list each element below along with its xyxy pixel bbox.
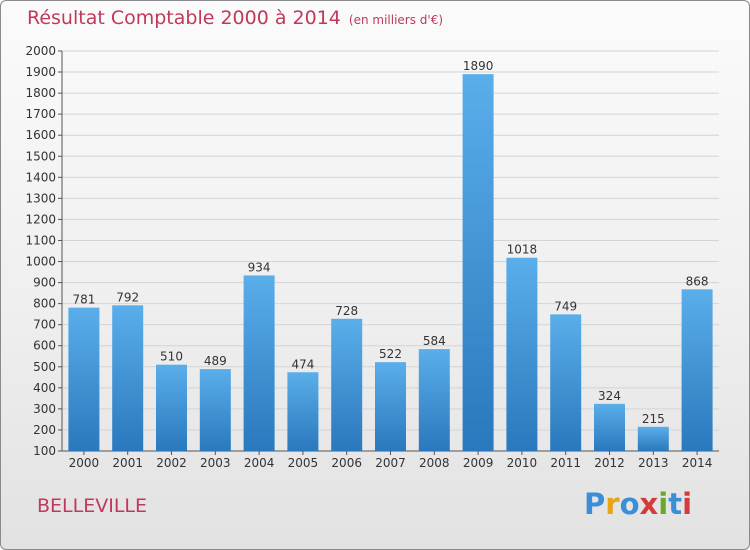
- x-tick-label: 2000: [69, 456, 100, 470]
- data-label-2012: 324: [598, 389, 621, 403]
- x-tick-label: 2008: [419, 456, 450, 470]
- logo-letter: i: [658, 487, 669, 521]
- x-tick-labels: 2000 2001 2002 2003 2004 2005 2006 2007 2008 2009…: [69, 456, 713, 470]
- y-tick-label: 100: [33, 444, 56, 458]
- logo-letter: o: [619, 487, 640, 521]
- y-tick-label: 1500: [25, 149, 56, 163]
- y-tick-label: 1300: [25, 191, 56, 205]
- data-label-2005: 474: [291, 357, 314, 371]
- proxiti-logo: Proxiti: [584, 487, 692, 521]
- logo-letter: x: [639, 487, 659, 521]
- x-tick-label: 2009: [463, 456, 494, 470]
- bar-2014: [681, 289, 713, 451]
- y-tick-label: 600: [33, 339, 56, 353]
- y-tick-label: 400: [33, 381, 56, 395]
- x-tick-label: 2004: [244, 456, 275, 470]
- chart-title-text: Résultat Comptable 2000 à 2014: [27, 7, 341, 29]
- x-tick-label: 2006: [331, 456, 362, 470]
- bar-2011: [550, 314, 582, 451]
- y-tick-label: 1800: [25, 86, 56, 100]
- logo-letter: P: [584, 487, 606, 521]
- data-labels: 781 792 510 489 934 474 728 522 584 1890 1018 749 32…: [72, 59, 708, 426]
- bar-2009: [462, 74, 494, 451]
- x-tick-label: 2002: [156, 456, 187, 470]
- y-tick-labels: 100 200 300 400 500 600 700 800 900 1000 1100 1200 1…: [25, 44, 56, 458]
- data-label-2010: 1018: [507, 243, 538, 257]
- y-tick-label: 500: [33, 360, 56, 374]
- bar-2002: [156, 364, 187, 451]
- bar-2010: [506, 257, 538, 451]
- bar-2008: [418, 349, 450, 451]
- bar-2004: [243, 275, 275, 451]
- x-tick-label: 2001: [112, 456, 143, 470]
- bar-2012: [594, 403, 625, 451]
- y-tick-label: 1200: [25, 212, 56, 226]
- data-label-2006: 728: [335, 304, 358, 318]
- y-tick-label: 300: [33, 402, 56, 416]
- y-tick-label: 900: [33, 276, 56, 290]
- data-label-2013: 215: [642, 412, 665, 426]
- x-tick-label: 2007: [375, 456, 406, 470]
- bar-2013: [637, 426, 669, 451]
- bar-2006: [331, 318, 363, 451]
- chart-subtitle: (en milliers d'€): [348, 13, 444, 27]
- data-label-2014: 868: [686, 274, 709, 288]
- y-tick-label: 700: [33, 318, 56, 332]
- data-label-2001: 792: [116, 290, 139, 304]
- data-label-2002: 510: [160, 350, 183, 364]
- bar-2001: [112, 305, 144, 451]
- data-label-2011: 749: [554, 299, 577, 313]
- y-tick-label: 800: [33, 297, 56, 311]
- data-label-2009: 1890: [463, 59, 494, 73]
- x-tick-label: 2012: [594, 456, 625, 470]
- town-name: BELLEVILLE: [37, 495, 147, 517]
- y-tick-label: 1700: [25, 107, 56, 121]
- data-label-2003: 489: [204, 354, 227, 368]
- bar-2000: [68, 307, 100, 451]
- x-tick-label: 2013: [638, 456, 669, 470]
- x-tick-label: 2005: [288, 456, 319, 470]
- y-tick-label: 1600: [25, 128, 56, 142]
- data-label-2000: 781: [72, 293, 95, 307]
- y-tick-label: 200: [33, 423, 56, 437]
- y-tick-label: 1000: [25, 255, 56, 269]
- y-tick-label: 2000: [25, 44, 56, 58]
- x-tick-label: 2003: [200, 456, 231, 470]
- logo-letter: t: [668, 487, 683, 521]
- y-tick-label: 1900: [25, 65, 56, 79]
- x-tick-label: 2011: [550, 456, 581, 470]
- data-label-2004: 934: [248, 260, 271, 274]
- bar-2003: [199, 369, 231, 451]
- data-label-2008: 584: [423, 334, 446, 348]
- chart-title: Résultat Comptable 2000 à 2014 (en millie…: [27, 7, 443, 29]
- logo-letter: i: [682, 487, 693, 521]
- bars: [68, 74, 713, 451]
- bar-2007: [375, 362, 406, 451]
- x-tick-label: 2014: [682, 456, 713, 470]
- x-tick-label: 2010: [507, 456, 538, 470]
- logo-letter: r: [605, 487, 620, 521]
- y-tick-label: 1100: [25, 233, 56, 247]
- data-label-2007: 522: [379, 347, 402, 361]
- y-tick-label: 1400: [25, 170, 56, 184]
- bar-2005: [287, 372, 319, 451]
